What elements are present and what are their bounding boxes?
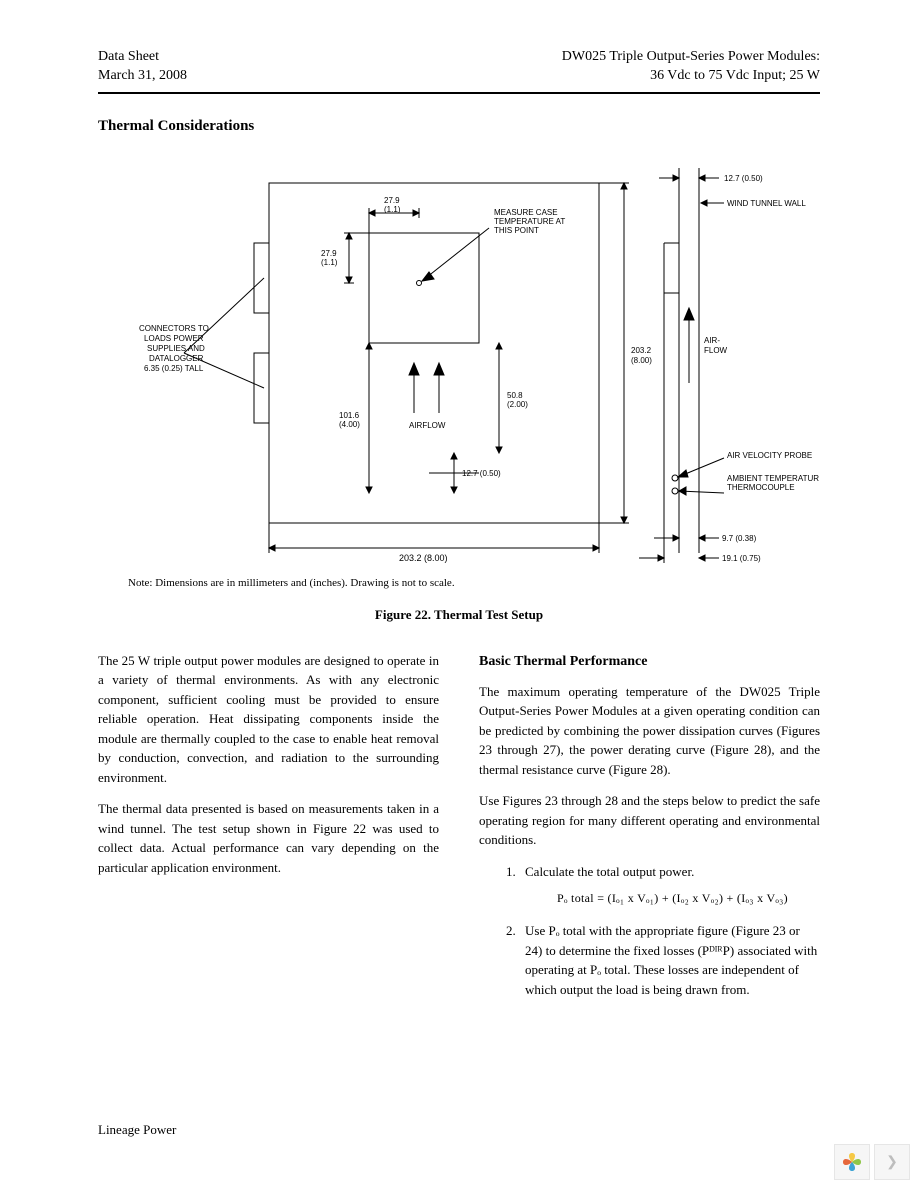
logo-button[interactable] xyxy=(834,1144,870,1180)
dim-2032w: 203.2 (8.00) xyxy=(399,553,448,563)
label-connectors: CONNECTORS TO LOADS POWER SUPPLIES AND D… xyxy=(139,324,211,373)
dim-508: 50.8(2.00) xyxy=(507,391,528,409)
figure-note: Note: Dimensions are in millimeters and … xyxy=(128,577,820,589)
dim-279-v: 27.9(1.1) xyxy=(321,249,338,267)
label-measure: MEASURE CASE TEMPERATURE AT THIS POINT xyxy=(494,208,567,235)
label-thermo: AMBIENT TEMPERATURE THERMOCOUPLE xyxy=(727,474,819,492)
body-para: The 25 W triple output power modules are… xyxy=(98,651,439,788)
dim-1016: 101.6(4.00) xyxy=(339,411,360,429)
label-air-probe: AIR VELOCITY PROBE xyxy=(727,451,812,460)
step-item: Calculate the total output power. Pₒ tot… xyxy=(519,862,820,908)
header-product: DW025 Triple Output-Series Power Modules… xyxy=(562,48,820,67)
left-column: The 25 W triple output power modules are… xyxy=(98,651,439,1014)
header-doc-type: Data Sheet xyxy=(98,48,187,67)
step-item: Use Pₒ total with the appropriate figure… xyxy=(519,921,820,999)
label-airflow-side: AIR-FLOW xyxy=(704,336,728,355)
body-para: The thermal data presented is based on m… xyxy=(98,799,439,877)
figure-caption: Figure 22. Thermal Test Setup xyxy=(98,607,820,623)
label-airflow: AIRFLOW xyxy=(409,421,446,430)
footer-brand: Lineage Power xyxy=(98,1122,176,1138)
body-columns: The 25 W triple output power modules are… xyxy=(98,651,820,1014)
header-date: March 31, 2008 xyxy=(98,67,187,86)
step-text: Calculate the total output power. xyxy=(525,864,694,879)
figure-thermal-setup: CONNECTORS TO LOADS POWER SUPPLIES AND D… xyxy=(98,153,820,623)
header-rule xyxy=(98,92,820,94)
body-para: The maximum operating temperature of the… xyxy=(479,682,820,780)
dim-127b: 12.7 (0.50) xyxy=(724,174,763,183)
dim-97: 9.7 (0.38) xyxy=(722,534,757,543)
dim-127a: 12.7 (0.50) xyxy=(462,469,501,478)
section-title: Thermal Considerations xyxy=(98,118,820,135)
dim-2032h: 203.2(8.00) xyxy=(631,346,652,365)
petal-icon xyxy=(841,1151,863,1173)
header-spec: 36 Vdc to 75 Vdc Input; 25 W xyxy=(562,67,820,86)
page-header: Data Sheet March 31, 2008 DW025 Triple O… xyxy=(98,48,820,86)
label-wind-tunnel: WIND TUNNEL WALL xyxy=(727,199,806,208)
body-para: Use Figures 23 through 28 and the steps … xyxy=(479,791,820,850)
dim-191: 19.1 (0.75) xyxy=(722,554,761,563)
next-page-button[interactable]: ❯ xyxy=(874,1144,910,1180)
right-column: Basic Thermal Performance The maximum op… xyxy=(479,651,820,1014)
chevron-right-icon: ❯ xyxy=(886,1154,898,1171)
dim-279-h: 27.9(1.1) xyxy=(384,196,401,214)
nav-widget: ❯ xyxy=(834,1144,910,1180)
subheading: Basic Thermal Performance xyxy=(479,651,820,672)
formula: Pₒ total = (Iₒ₁ x Vₒ₁) + (Iₒ₂ x Vₒ₂) + (… xyxy=(525,889,820,907)
